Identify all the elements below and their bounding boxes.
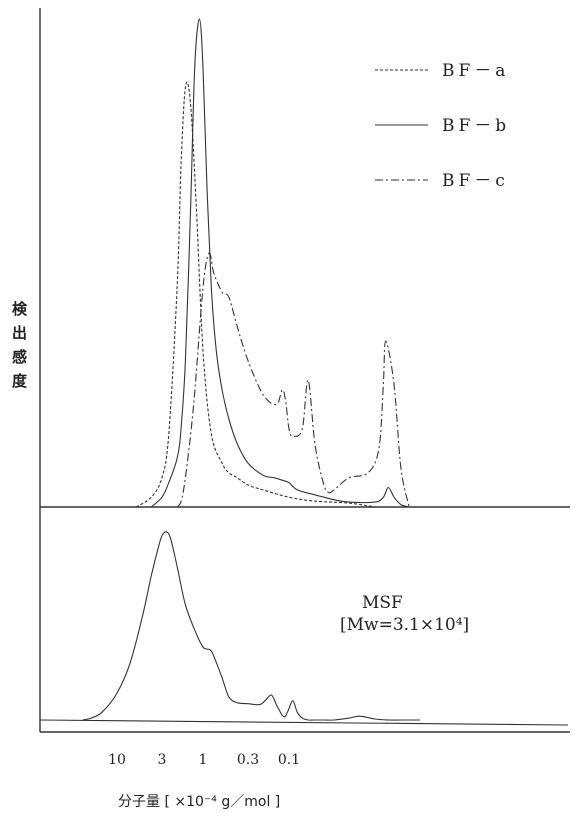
msf-annotation-title: MSF bbox=[362, 593, 403, 613]
series-line-bf-a bbox=[135, 81, 376, 508]
series-line-bf-c bbox=[176, 252, 410, 508]
legend: BF－a BF－b BF－c bbox=[375, 61, 510, 191]
legend-label-bf-b: BF－b bbox=[442, 116, 510, 136]
ylabel-char-3: 感 bbox=[12, 348, 27, 366]
msf-annotation: MSF [Mw=3.1×10⁴] bbox=[340, 593, 469, 635]
x-tick-label: 1 bbox=[199, 752, 208, 768]
lower-panel-plot bbox=[39, 531, 569, 726]
x-tick-labels: 10 3 1 0.3 0.1 bbox=[108, 752, 300, 768]
ylabel-char-1: 検 bbox=[12, 300, 28, 318]
ylabel-char-4: 度 bbox=[12, 372, 28, 390]
x-tick-label: 10 bbox=[108, 752, 126, 768]
ylabel-char-2: 出 bbox=[12, 324, 27, 342]
msf-annotation-mw: [Mw=3.1×10⁴] bbox=[340, 615, 469, 635]
legend-label-bf-c: BF－c bbox=[442, 171, 509, 191]
x-tick-label: 3 bbox=[158, 752, 167, 768]
x-tick-label: 0.3 bbox=[237, 752, 259, 768]
x-tick-label: 0.1 bbox=[278, 752, 300, 768]
lower-drift-baseline bbox=[39, 719, 569, 726]
legend-label-bf-a: BF－a bbox=[442, 61, 509, 81]
upper-panel-plot bbox=[135, 18, 410, 508]
y-axis-label: 検 出 感 度 bbox=[12, 300, 28, 390]
series-line-msf bbox=[82, 531, 420, 721]
series-line-bf-b bbox=[150, 18, 410, 508]
x-axis-label: 分子量 [ ×10⁻⁴ g／mol ] bbox=[118, 794, 280, 810]
